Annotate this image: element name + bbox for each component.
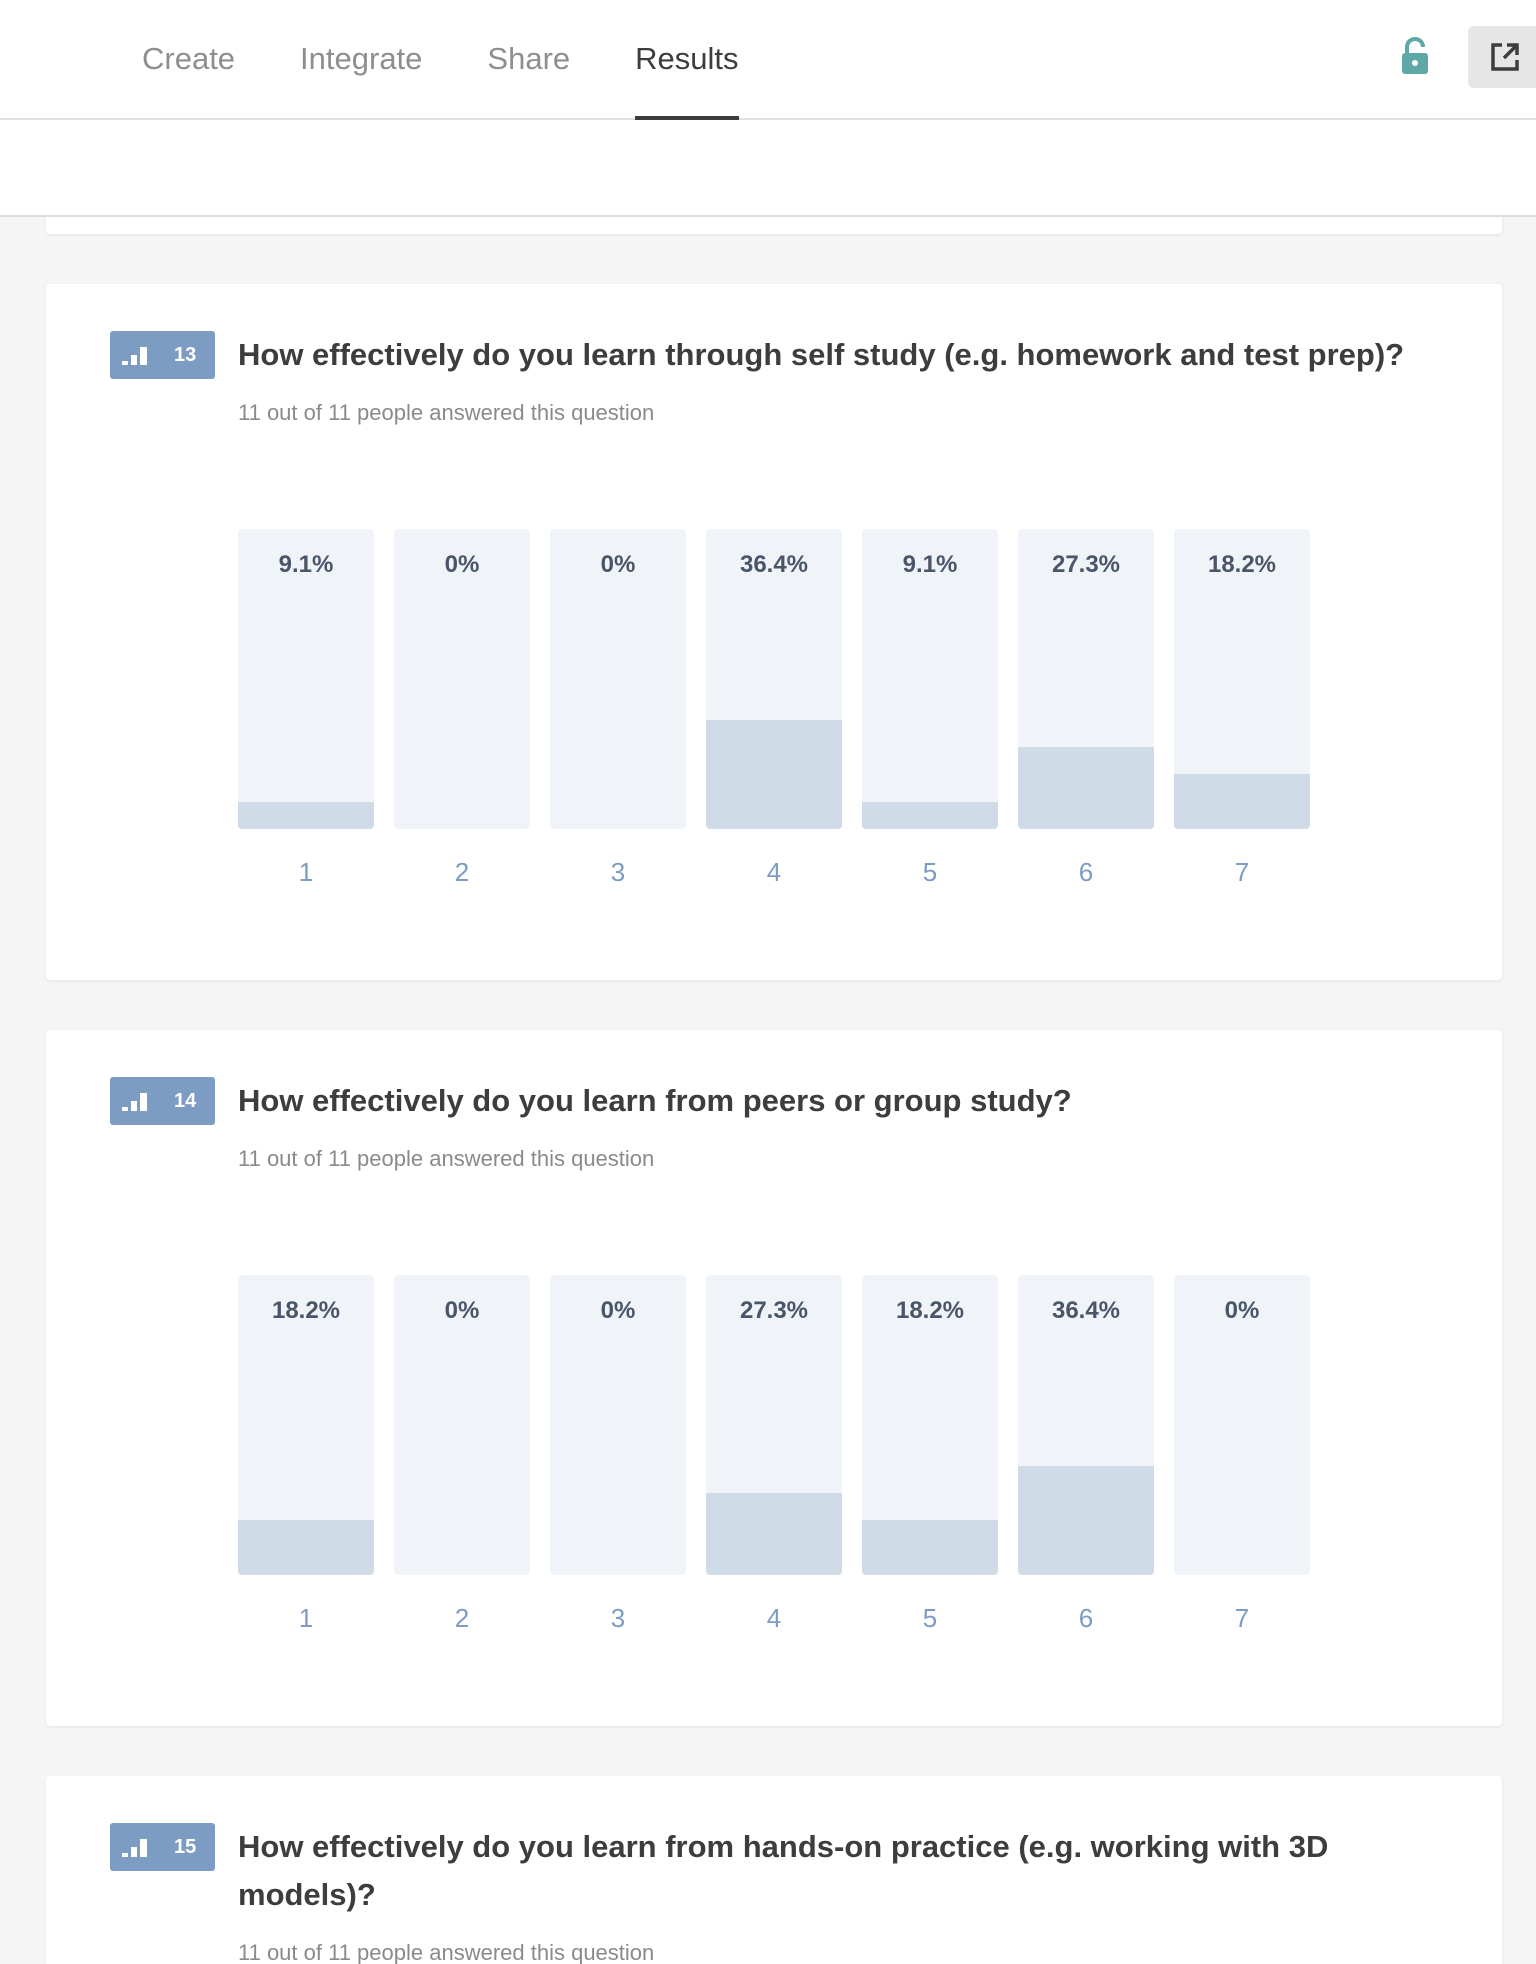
tab-share[interactable]: Share <box>487 41 571 76</box>
bar-fill <box>238 1520 374 1575</box>
bar-option-6: 27.3% <box>1018 529 1154 829</box>
question-title: How effectively do you learn from peers … <box>238 1083 1072 1118</box>
question-badge: 13 <box>110 331 215 379</box>
opinion-scale-icon <box>122 347 147 365</box>
x-tick-label: 5 <box>922 1603 938 1633</box>
question-card-13: 13 How effectively do you learn through … <box>46 284 1502 980</box>
x-tick-label: 7 <box>1234 1603 1250 1633</box>
bar-percent-label: 27.3% <box>1051 551 1121 578</box>
x-tick-label: 6 <box>1078 1603 1094 1633</box>
bar-percent-label: 36.4% <box>1051 1297 1121 1324</box>
bar-fill <box>1018 747 1154 829</box>
open-external-button[interactable] <box>1468 26 1536 88</box>
bar-option-3: 0% <box>550 529 686 829</box>
question-title: How effectively do you learn through sel… <box>238 337 1405 372</box>
bar-option-7: 0% <box>1174 1275 1310 1575</box>
bar-percent-label: 18.2% <box>895 1297 965 1324</box>
results-bar-chart: 9.1% 1 0% 2 0% 3 36.4% 4 9.1% 5 27.3% 6 18.2% 7 <box>238 529 1318 929</box>
x-tick-label: 3 <box>610 857 626 887</box>
question-number: 15 <box>174 1835 197 1858</box>
tab-create[interactable]: Create <box>142 41 236 76</box>
bar-option-5: 18.2% <box>862 1275 998 1575</box>
bar-option-3: 0% <box>550 1275 686 1575</box>
bar-percent-label: 36.4% <box>739 551 809 578</box>
bar-option-1: 18.2% <box>238 1275 374 1575</box>
tab-results[interactable]: Results <box>635 0 739 120</box>
bar-option-4: 36.4% <box>706 529 842 829</box>
bar-option-2: 0% <box>394 529 530 829</box>
question-title: How effectively do you learn from hands-… <box>238 1829 1329 1912</box>
external-link-icon <box>1491 43 1519 71</box>
bar-percent-label: 0% <box>444 551 480 578</box>
results-bar-chart: 18.2% 1 0% 2 0% 3 27.3% 4 18.2% 5 36.4% 6 0% 7 <box>238 1275 1318 1675</box>
answered-count: 11 out of 11 people answered this questi… <box>238 1146 655 1171</box>
question-badge: 15 <box>110 1823 215 1871</box>
tab-integrate[interactable]: Integrate <box>300 41 423 76</box>
bar-option-7: 18.2% <box>1174 529 1310 829</box>
answered-count: 11 out of 11 people answered this questi… <box>238 400 655 425</box>
question-number: 13 <box>174 343 197 366</box>
bar-fill <box>1018 1466 1154 1575</box>
x-tick-label: 2 <box>454 1603 470 1633</box>
bar-percent-label: 9.1% <box>902 551 958 578</box>
top-nav-bar: Create Integrate Share Results <box>0 0 1536 120</box>
lock-icon <box>1402 37 1428 74</box>
question-number: 14 <box>174 1089 197 1112</box>
x-tick-label: 1 <box>298 857 314 887</box>
x-tick-label: 4 <box>766 857 782 887</box>
bar-percent-label: 18.2% <box>1207 551 1277 578</box>
bar-percent-label: 27.3% <box>739 1297 809 1324</box>
lock-button[interactable] <box>1400 36 1440 80</box>
bar-percent-label: 9.1% <box>278 551 334 578</box>
question-badge: 14 <box>110 1077 215 1125</box>
bar-option-2: 0% <box>394 1275 530 1575</box>
bar-fill <box>1174 774 1310 829</box>
bar-fill <box>706 720 842 829</box>
bar-percent-label: 18.2% <box>271 1297 341 1324</box>
bar-fill <box>862 802 998 829</box>
bar-percent-label: 0% <box>444 1297 480 1324</box>
x-tick-label: 6 <box>1078 857 1094 887</box>
x-tick-label: 7 <box>1234 857 1250 887</box>
bar-option-6: 36.4% <box>1018 1275 1154 1575</box>
bar-option-1: 9.1% <box>238 529 374 829</box>
bar-fill <box>706 1493 842 1575</box>
x-tick-label: 2 <box>454 857 470 887</box>
bar-percent-label: 0% <box>600 1297 636 1324</box>
x-tick-label: 1 <box>298 1603 314 1633</box>
bar-option-5: 9.1% <box>862 529 998 829</box>
bar-percent-label: 0% <box>1224 1297 1260 1324</box>
nav-tabs: Create Integrate Share Results <box>142 0 804 120</box>
bar-percent-label: 0% <box>600 551 636 578</box>
bar-option-4: 27.3% <box>706 1275 842 1575</box>
x-tick-label: 5 <box>922 857 938 887</box>
x-tick-label: 3 <box>610 1603 626 1633</box>
bar-fill <box>238 802 374 829</box>
question-card-14: 14 How effectively do you learn from pee… <box>46 1030 1502 1726</box>
bar-fill <box>862 1520 998 1575</box>
opinion-scale-icon <box>122 1093 147 1111</box>
opinion-scale-icon <box>122 1839 147 1857</box>
question-card-15: 15 How effectively do you learn from han… <box>46 1776 1502 1964</box>
answered-count: 11 out of 11 people answered this questi… <box>238 1940 655 1964</box>
x-tick-label: 4 <box>766 1603 782 1633</box>
sub-header-bar <box>0 120 1536 217</box>
